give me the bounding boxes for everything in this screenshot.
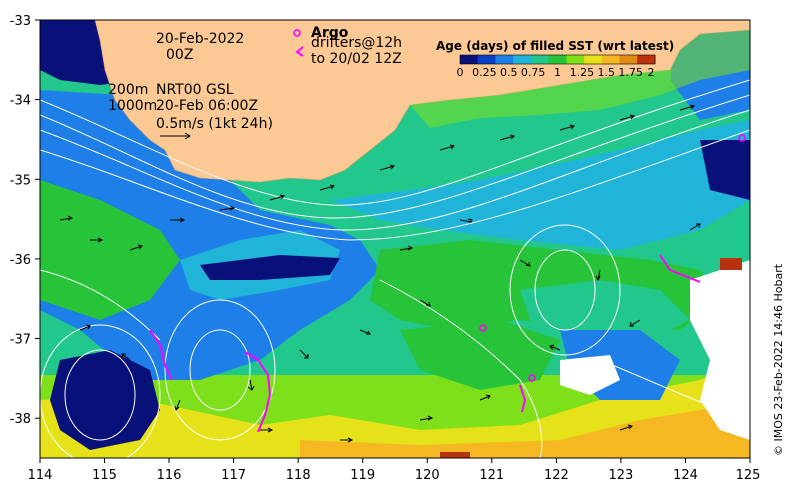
x-tick-label: 116 [157, 468, 182, 483]
colorbar-title: Age (days) of filled SST (wrt latest) [436, 39, 674, 53]
axis-ticks [35, 19, 751, 463]
missing-data-east [690, 260, 750, 440]
colorbar-swatch [548, 55, 567, 64]
colorbar-tick: 1.25 [570, 66, 595, 79]
colorbar-tick: 1 [554, 66, 561, 79]
time-label: 00Z [166, 47, 193, 63]
sst-age-southern-orange [300, 400, 750, 458]
colorbar-tick: 2 [648, 66, 655, 79]
x-axis-labels: 114 115 116 117 118 119 120 121 122 123 … [28, 468, 761, 483]
y-tick-label: -33 [10, 14, 31, 29]
x-tick-label: 125 [736, 468, 761, 483]
coastal-fringe [410, 30, 750, 128]
scale-label: 0.5m/s (1kt 24h) [156, 116, 273, 132]
colorbar-swatch [566, 55, 585, 64]
x-tick-label: 120 [415, 468, 440, 483]
plot-frame [39, 19, 751, 459]
x-tick-label: 115 [92, 468, 117, 483]
colorbar-swatches [460, 55, 656, 64]
colorbar-swatch [637, 55, 656, 64]
colorbar-tick: 0.75 [521, 66, 546, 79]
sst-age-red-south [440, 452, 470, 458]
colorbar-swatch [584, 55, 603, 64]
drifter-legend-icon [295, 46, 304, 57]
y-tick-label: -37 [10, 333, 31, 348]
colorbar-tick: 1.75 [618, 66, 643, 79]
sst-age-navy-eddy [200, 255, 340, 280]
velocity-arrows [59, 104, 701, 443]
product-name: NRT00 GSL [156, 82, 234, 98]
x-tick-label: 114 [28, 468, 53, 483]
product-time: 20-Feb 06:00Z [156, 98, 258, 114]
y-tick-label: -35 [10, 173, 31, 188]
argo-floats [479, 134, 746, 382]
argo-legend: Argo [293, 25, 349, 41]
missing-data-southeast [560, 355, 620, 395]
x-tick-label: 117 [221, 468, 246, 483]
colorbar-swatch [460, 55, 479, 64]
drifter-legend-time: to 20/02 12Z [311, 51, 402, 67]
colorbar-swatch [495, 55, 514, 64]
sst-age-southern-yellow [40, 360, 750, 458]
y-tick-label: -34 [10, 94, 31, 109]
sst-age-navy-east [700, 140, 750, 200]
colorbar-swatch [477, 55, 496, 64]
colorbar-tick: 1.5 [598, 66, 616, 79]
drifter-tracks [149, 254, 701, 433]
y-tick-label: -36 [10, 253, 31, 268]
x-tick-label: 123 [608, 468, 633, 483]
colorbar-swatch [530, 55, 550, 64]
sst-age-teal-central [520, 280, 690, 340]
sst-age-red-patch [720, 258, 742, 270]
y-axis-labels: -33 -34 -35 -36 -37 -38 [10, 14, 31, 427]
colorbar-swatch [513, 55, 532, 64]
x-tick-label: 119 [350, 468, 375, 483]
ssh-contours [40, 79, 750, 458]
x-tick-label: 124 [673, 468, 698, 483]
colorbar-swatch [601, 55, 621, 64]
argo-legend-label: Argo [311, 25, 349, 41]
scale-arrow [160, 132, 191, 140]
colorbar-swatch [619, 55, 638, 64]
x-tick-label: 121 [479, 468, 504, 483]
drifter-legend-label: drifters@12h [311, 35, 402, 51]
sst-age-green-south-central [400, 320, 560, 390]
colorbar: Age (days) of filled SST (wrt latest) 0 … [436, 39, 674, 79]
colorbar-frame [459, 54, 656, 65]
x-tick-label: 118 [286, 468, 311, 483]
credit-label: © IMOS 23-Feb-2022 14:46 Hobart [772, 263, 785, 456]
argo-legend-icon [293, 29, 301, 37]
drifter-legend: drifters@12h to 20/02 12Z [295, 35, 402, 67]
sst-age-green-west [40, 180, 180, 320]
contour-depth-2: 1000m [108, 98, 157, 114]
x-tick-label: 122 [544, 468, 569, 483]
colorbar-tick: 0 [457, 66, 464, 79]
y-tick-label: -38 [10, 412, 31, 427]
sst-age-navy-southwest [50, 350, 160, 450]
contour-depth-1: 200m [108, 82, 148, 98]
colorbar-tick: 0.25 [472, 66, 497, 79]
date-label: 20-Feb-2022 [156, 31, 244, 47]
colorbar-tick: 0.5 [500, 66, 518, 79]
